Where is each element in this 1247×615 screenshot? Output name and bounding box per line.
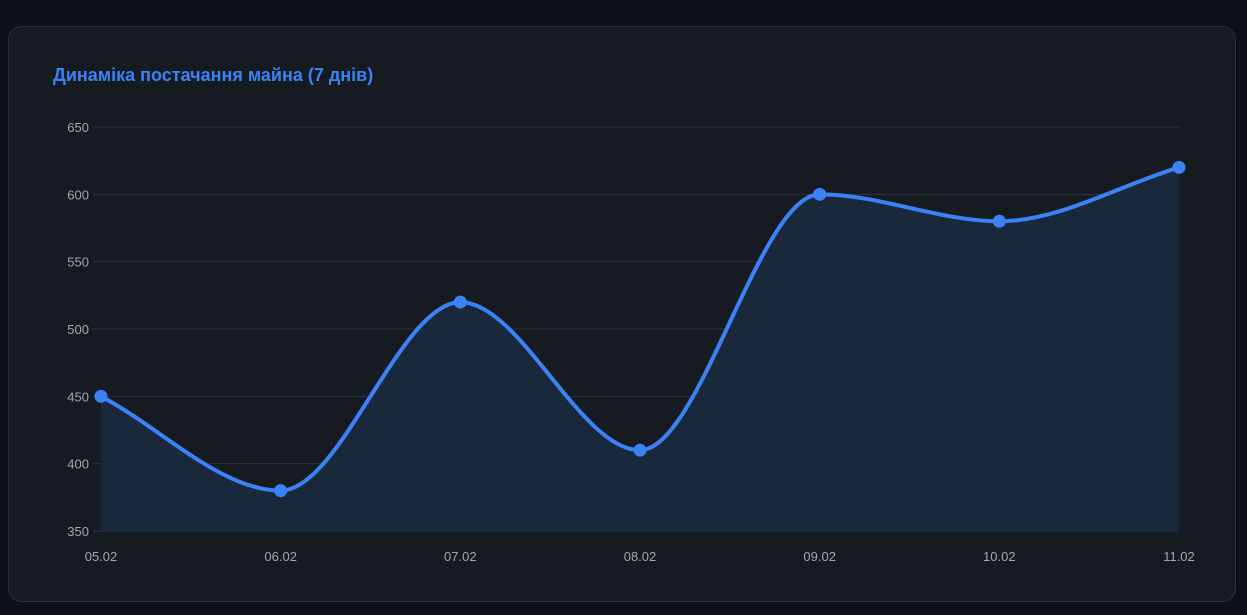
area-layer <box>101 167 1179 531</box>
x-tick-label: 05.02 <box>85 549 118 564</box>
y-tick-label: 500 <box>67 322 89 337</box>
y-tick-label: 550 <box>67 255 89 270</box>
data-point[interactable] <box>633 443 647 457</box>
data-point[interactable] <box>813 187 827 201</box>
data-point[interactable] <box>94 389 108 403</box>
data-point[interactable] <box>453 295 467 309</box>
data-point[interactable] <box>1172 160 1186 174</box>
chart-title: Динаміка постачання майна (7 днів) <box>53 65 374 85</box>
x-tick-label: 07.02 <box>444 549 477 564</box>
x-tick-label: 06.02 <box>264 549 297 564</box>
point-layer <box>94 160 1186 498</box>
series-area <box>101 167 1179 531</box>
y-tick-label: 650 <box>67 120 89 135</box>
data-point[interactable] <box>274 484 288 498</box>
y-tick-label: 450 <box>67 389 89 404</box>
x-tick-label: 10.02 <box>983 549 1016 564</box>
y-tick-label: 350 <box>67 524 89 539</box>
x-tick-label: 11.02 <box>1163 549 1195 564</box>
y-axis: 350 400 450 500 550 600 650 <box>67 120 89 539</box>
y-tick-label: 600 <box>67 187 89 202</box>
x-tick-label: 09.02 <box>803 549 836 564</box>
x-axis: 05.02 06.02 07.02 08.02 09.02 10.02 11.02 <box>85 549 1195 564</box>
y-tick-label: 400 <box>67 457 89 472</box>
data-point[interactable] <box>992 214 1006 228</box>
x-tick-label: 08.02 <box>624 549 657 564</box>
